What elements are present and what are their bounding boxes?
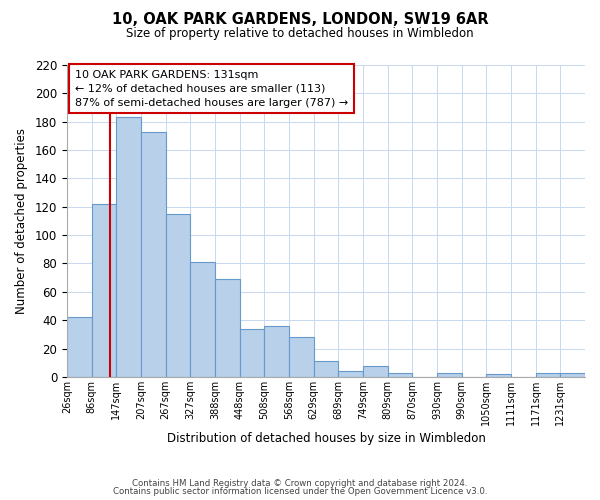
Bar (487, 374, 511, 377)
Bar (314, 362, 338, 377)
Bar (141, 132, 166, 377)
Bar (116, 118, 141, 377)
Text: Contains public sector information licensed under the Open Government Licence v3: Contains public sector information licen… (113, 487, 487, 496)
Text: Size of property relative to detached houses in Wimbledon: Size of property relative to detached ho… (126, 28, 474, 40)
Bar (388, 372, 412, 377)
Bar (239, 328, 265, 377)
Bar (190, 262, 215, 377)
Bar (289, 337, 314, 377)
Bar (215, 279, 239, 377)
Bar (67, 318, 92, 377)
Bar (338, 371, 363, 377)
Text: Contains HM Land Registry data © Crown copyright and database right 2024.: Contains HM Land Registry data © Crown c… (132, 478, 468, 488)
X-axis label: Distribution of detached houses by size in Wimbledon: Distribution of detached houses by size … (167, 432, 485, 445)
Text: 10 OAK PARK GARDENS: 131sqm
← 12% of detached houses are smaller (113)
87% of se: 10 OAK PARK GARDENS: 131sqm ← 12% of det… (75, 70, 348, 108)
Bar (166, 214, 190, 377)
Y-axis label: Number of detached properties: Number of detached properties (15, 128, 28, 314)
Text: 10, OAK PARK GARDENS, LONDON, SW19 6AR: 10, OAK PARK GARDENS, LONDON, SW19 6AR (112, 12, 488, 28)
Bar (265, 326, 289, 377)
Bar (363, 366, 388, 377)
Bar (92, 204, 116, 377)
Bar (536, 372, 560, 377)
Bar (560, 372, 585, 377)
Bar (437, 372, 461, 377)
